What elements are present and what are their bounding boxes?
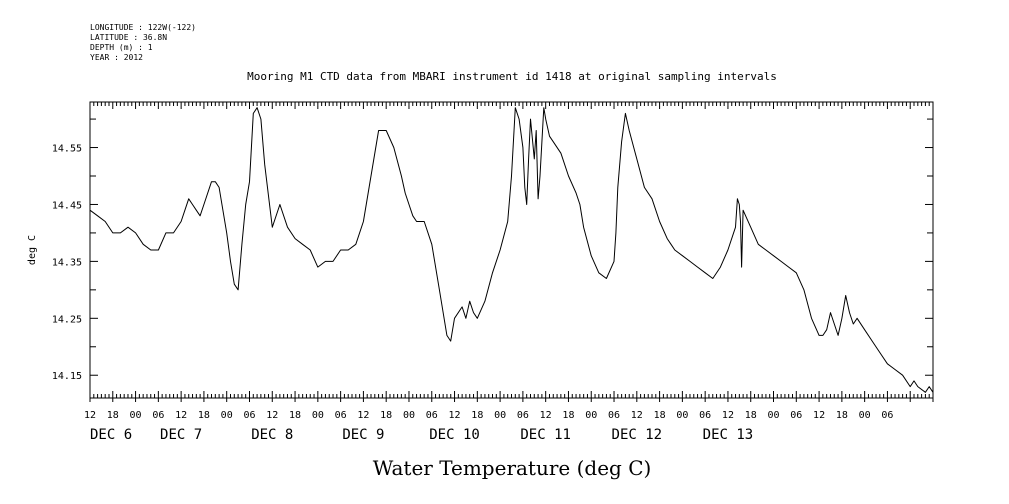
x-tick-label: 00 — [494, 410, 506, 421]
x-day-label: DEC 10 — [429, 427, 480, 443]
x-tick-label: 12 — [449, 410, 461, 421]
chart-title: Mooring M1 CTD data from MBARI instrumen… — [247, 70, 777, 83]
metadata-block: LONGITUDE : 122W(-122) LATITUDE : 36.8N … — [90, 23, 196, 62]
x-tick-label: 12 — [175, 410, 187, 421]
y-tick-label: 14.25 — [52, 314, 82, 325]
y-tick-label: 14.35 — [52, 257, 82, 268]
x-tick-label: 00 — [859, 410, 871, 421]
x-tick-label: 00 — [130, 410, 142, 421]
latitude-label: LATITUDE : 36.8N — [90, 33, 167, 42]
y-tick-label: 14.15 — [52, 371, 82, 382]
x-tick-label: 00 — [221, 410, 233, 421]
x-tick-label: 18 — [289, 410, 301, 421]
x-tick-label: 06 — [152, 410, 164, 421]
x-day-label: DEC 8 — [251, 427, 293, 443]
x-tick-label: 18 — [745, 410, 757, 421]
x-tick-label: 12 — [84, 410, 96, 421]
x-tick-label: 18 — [836, 410, 848, 421]
x-axis: 12 18 00 06 12 18 00 06 12 18 00 06 12 18 00 06 12 18 00 06… — [84, 102, 934, 443]
x-tick-label: 00 — [585, 410, 597, 421]
x-day-label: DEC 13 — [703, 427, 754, 443]
x-day-label: DEC 11 — [520, 427, 571, 443]
x-day-label: DEC 6 — [90, 427, 132, 443]
x-tick-label: 00 — [767, 410, 779, 421]
y-axis: 14.15 14.25 14.35 14.45 14.55 — [52, 118, 933, 382]
x-tick-label: 18 — [562, 410, 574, 421]
y-tick-label: 14.55 — [52, 144, 82, 155]
x-tick-label: 18 — [654, 410, 666, 421]
depth-label: DEPTH (m) : 1 — [90, 43, 153, 52]
x-axis-label: Water Temperature (deg C) — [373, 456, 652, 480]
x-tick-label: 00 — [403, 410, 415, 421]
x-tick-label: 18 — [107, 410, 119, 421]
x-tick-label: 06 — [881, 410, 893, 421]
y-tick-label: 14.45 — [52, 200, 82, 211]
x-tick-label: 06 — [426, 410, 438, 421]
y-axis-label: deg C — [27, 235, 38, 265]
x-tick-label: 12 — [631, 410, 643, 421]
x-day-label: DEC 9 — [342, 427, 384, 443]
x-tick-label: 00 — [676, 410, 688, 421]
series-group — [89, 107, 934, 393]
x-tick-label: 06 — [699, 410, 711, 421]
x-tick-label: 00 — [312, 410, 324, 421]
x-day-label: DEC 12 — [612, 427, 663, 443]
x-tick-label: 06 — [608, 410, 620, 421]
x-tick-label: 06 — [790, 410, 802, 421]
temperature-series-line — [89, 107, 934, 393]
x-day-label: DEC 7 — [160, 427, 202, 443]
x-tick-label: 18 — [471, 410, 483, 421]
x-tick-label: 12 — [813, 410, 825, 421]
x-tick-label: 12 — [266, 410, 278, 421]
year-label: YEAR : 2012 — [90, 53, 143, 62]
x-tick-label: 18 — [198, 410, 210, 421]
x-tick-label: 12 — [722, 410, 734, 421]
x-tick-label: 12 — [540, 410, 552, 421]
x-tick-label: 06 — [243, 410, 255, 421]
x-tick-label: 06 — [335, 410, 347, 421]
x-tick-label: 06 — [517, 410, 529, 421]
x-tick-label: 18 — [380, 410, 392, 421]
plot-frame — [89, 101, 934, 399]
x-tick-label: 12 — [357, 410, 369, 421]
longitude-label: LONGITUDE : 122W(-122) — [90, 23, 196, 32]
